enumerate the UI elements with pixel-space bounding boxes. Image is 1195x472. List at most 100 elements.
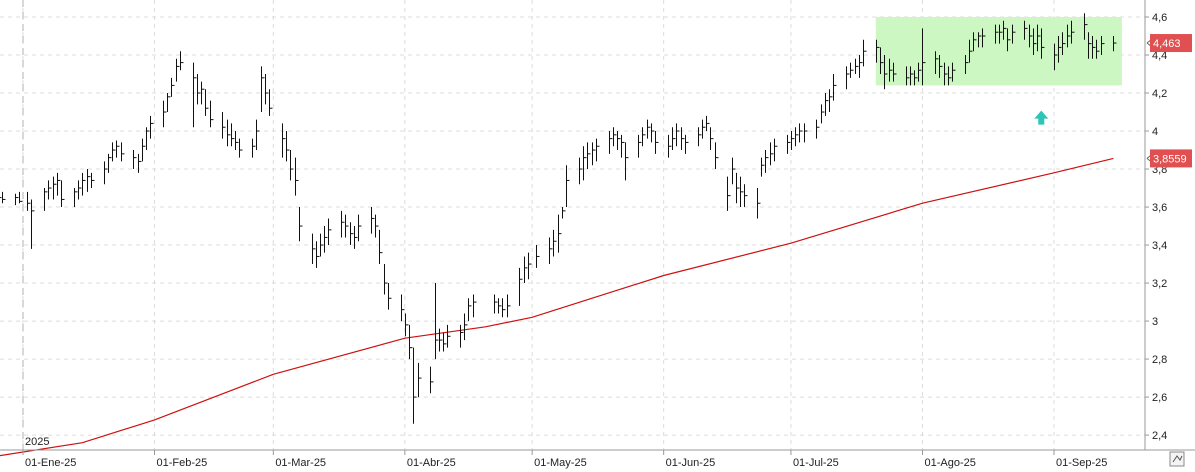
- price-bar: [286, 131, 290, 162]
- price-bar: [27, 191, 31, 211]
- price-bar: [261, 66, 265, 113]
- price-bar: [384, 264, 388, 295]
- price-bar: [910, 66, 914, 86]
- price-bar: [553, 229, 557, 257]
- x-tick-label: 01-Jun-25: [666, 457, 716, 469]
- x-tick-label: 01-Feb-25: [157, 457, 208, 469]
- price-bar: [142, 138, 146, 162]
- price-bar: [702, 119, 706, 139]
- price-bar: [1003, 20, 1007, 40]
- up-arrow-icon: [1034, 110, 1049, 125]
- price-bar: [804, 123, 808, 143]
- price-bar: [1029, 24, 1033, 48]
- price-bar: [638, 134, 642, 158]
- price-bar: [443, 332, 447, 352]
- price-bar: [893, 62, 897, 82]
- price-bar: [982, 28, 986, 48]
- price-bar: [1101, 36, 1105, 56]
- arrow-layer: [1034, 110, 1049, 125]
- price-bar: [48, 180, 52, 200]
- last-price-tag: 4,463: [1146, 34, 1192, 53]
- price-bar: [473, 294, 477, 318]
- y-tick-label: 4,4: [1152, 50, 1167, 62]
- price-bar: [642, 127, 646, 147]
- price-bar: [197, 74, 201, 105]
- price-bar: [562, 207, 566, 219]
- price-bar: [846, 66, 850, 90]
- price-bar: [91, 172, 95, 189]
- price-bar: [668, 134, 672, 158]
- price-bar: [507, 294, 511, 318]
- y-axis-ticks: 4,64,44,243,83,63,43,232,82,62,4: [1145, 12, 1167, 442]
- price-bar: [1024, 20, 1028, 40]
- price-bar: [710, 127, 714, 151]
- price-bar: [1012, 24, 1016, 44]
- price-bar: [201, 81, 205, 105]
- price-bar: [150, 115, 154, 139]
- y-tick-label: 4,2: [1152, 88, 1167, 100]
- price-bar: [61, 180, 65, 208]
- scale-toggle-box[interactable]: [1169, 451, 1185, 467]
- scale-toggle-button[interactable]: [1169, 451, 1185, 467]
- price-bar: [282, 123, 286, 158]
- x-tick-label: 01-Abr-25: [407, 457, 456, 469]
- price-bar: [1033, 28, 1037, 56]
- price-bar: [371, 207, 375, 234]
- price-bar: [1071, 20, 1075, 44]
- price-bar: [350, 222, 354, 246]
- price-bar: [193, 62, 197, 128]
- price-bar: [524, 256, 528, 284]
- price-bar: [558, 214, 562, 253]
- price-bar: [138, 153, 142, 173]
- price-bar: [413, 347, 417, 424]
- x-tick-label: 01-Ago-25: [924, 457, 975, 469]
- price-bar: [205, 89, 209, 116]
- price-bar: [579, 157, 583, 185]
- price-bar: [163, 100, 167, 128]
- price-bar: [935, 51, 939, 75]
- grid-layer: [0, 0, 1145, 450]
- y-tick-label: 2,6: [1152, 392, 1167, 404]
- y-tick-label: 3,2: [1152, 278, 1167, 290]
- last-ma-tag-box: [1150, 149, 1192, 168]
- price-bar: [978, 32, 982, 48]
- price-bar: [850, 62, 854, 78]
- last-price-tag-box: [1150, 34, 1192, 53]
- price-bar: [906, 66, 910, 86]
- highlight-zone: [875, 17, 1122, 86]
- price-bar: [167, 93, 171, 113]
- price-bar: [791, 131, 795, 151]
- price-bar: [757, 188, 761, 219]
- x-tick-label: 01-Jul-25: [793, 457, 839, 469]
- price-bar: [146, 127, 150, 151]
- price-bar: [295, 157, 299, 196]
- price-bar: [672, 127, 676, 151]
- price-bar: [222, 112, 226, 139]
- price-bar: [269, 89, 273, 116]
- price-bar: [401, 294, 405, 322]
- price-bar: [1007, 28, 1011, 52]
- price-bar: [732, 157, 736, 185]
- x-tick-label: 01-May-25: [534, 457, 587, 469]
- price-bar: [235, 131, 239, 151]
- price-bar: [324, 226, 328, 253]
- price-bar: [430, 366, 434, 394]
- price-bar: [922, 28, 926, 86]
- y-tick-label: 3,4: [1152, 240, 1167, 252]
- price-bar: [698, 127, 702, 147]
- price-bar: [740, 176, 744, 208]
- price-bar: [744, 184, 748, 208]
- price-bar: [299, 207, 303, 242]
- price-bar: [210, 100, 214, 128]
- price-bar: [770, 142, 774, 166]
- price-bar: [468, 298, 472, 322]
- x-tick-label: 01-Ene-25: [25, 457, 76, 469]
- price-bar: [965, 55, 969, 75]
- price-bar: [1096, 39, 1100, 59]
- price-bar: [625, 142, 629, 181]
- price-bar: [706, 115, 710, 132]
- price-bar: [121, 142, 125, 162]
- price-bar: [727, 176, 731, 211]
- price-bar: [74, 188, 78, 208]
